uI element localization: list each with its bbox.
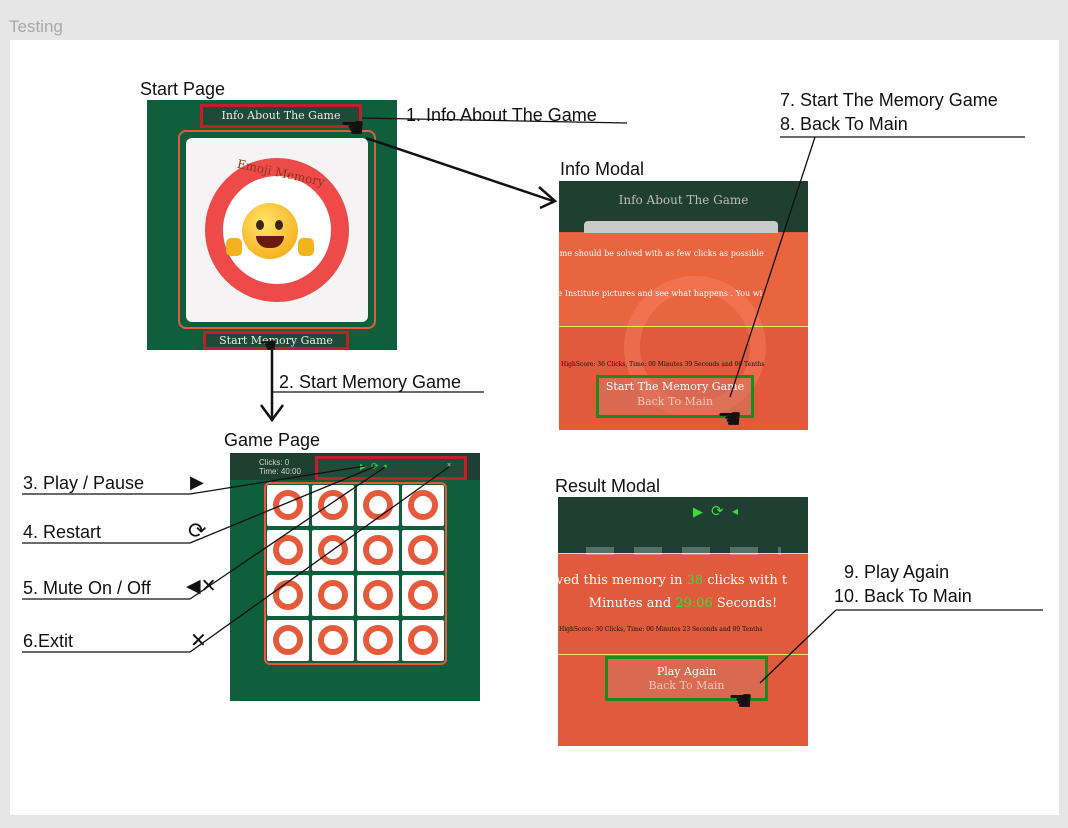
info-modal-title: Info About The Game: [618, 193, 749, 207]
annotation-exit: 6.Extit: [23, 631, 74, 651]
memory-card[interactable]: [267, 530, 309, 571]
memory-card[interactable]: [357, 530, 399, 571]
result-clicks-value: 38: [686, 573, 704, 588]
info-modal-screen: Info About The Game ame should be solved…: [559, 181, 808, 430]
annotation-info-about-game: 1. Info About The Game: [406, 105, 597, 125]
result-header: [558, 497, 808, 553]
start-memory-game-button[interactable]: Start The Memory Game: [605, 380, 745, 393]
result-divider-top: [558, 553, 808, 554]
thumbs-up-right-icon: [298, 238, 314, 256]
memory-card[interactable]: [402, 620, 444, 661]
annotation-mute: 5. Mute On / Off: [23, 578, 151, 598]
restart-icon[interactable]: ⟳: [371, 461, 379, 471]
annotation-start-memory-game: 2. Start Memory Game: [279, 372, 462, 392]
restart-icon: ⟳: [188, 518, 207, 543]
annotation-back-to-main-result: 10. Back To Main: [834, 586, 972, 606]
annotation-play-pause: 3. Play / Pause: [23, 473, 145, 493]
annotation-leader-1: [361, 117, 628, 124]
hand-cursor-icon: ☚: [340, 112, 366, 143]
logo-frame: Emoji Memory: [178, 130, 376, 329]
info-divider: [559, 326, 808, 327]
arrow-head-game: [259, 404, 285, 423]
result-modal-label: Result Modal: [555, 476, 661, 496]
close-icon: ✕: [190, 630, 207, 652]
logo-card: Emoji Memory: [186, 138, 368, 322]
result-line-1-pre: ved this memory in: [558, 573, 687, 588]
time-counter: Time: 40:00: [259, 467, 301, 476]
emoji-face-icon: [242, 203, 298, 259]
annotation-restart: 4. Restart: [23, 522, 102, 542]
annotation-play-again: 9. Play Again: [844, 562, 950, 582]
info-highscore: HighScore: 36 Clicks, Time: 00 Minutes 3…: [561, 361, 765, 368]
info-buttons-highlight: [596, 375, 754, 418]
board-frame: [264, 482, 447, 665]
game-page-label: Game Page: [224, 430, 321, 450]
result-line-2-post: Seconds!: [712, 596, 778, 611]
frame-title: Testing: [9, 17, 63, 36]
info-modal-label: Info Modal: [560, 159, 645, 179]
memory-card[interactable]: [357, 620, 399, 661]
restart-icon[interactable]: ⟳: [711, 503, 724, 520]
memory-card[interactable]: [402, 485, 444, 526]
memory-card[interactable]: [312, 575, 354, 616]
memory-card[interactable]: [267, 485, 309, 526]
mute-icon[interactable]: ◂: [732, 504, 739, 518]
memory-card[interactable]: [402, 575, 444, 616]
memory-card[interactable]: [312, 620, 354, 661]
mute-icon: ◀✕: [186, 576, 217, 597]
result-line-1-post: clicks with t: [703, 573, 788, 588]
info-button-label: Info About The Game: [221, 109, 341, 122]
hand-cursor-icon: ☚: [728, 685, 754, 716]
play-icon: ▶: [190, 472, 204, 492]
result-divider-bottom: [558, 654, 808, 655]
result-seconds-value: 29:06: [675, 596, 713, 611]
faded-tiles-top: [586, 547, 781, 555]
hand-cursor-icon: ☚: [717, 403, 743, 431]
result-line-2: Minutes and 29:06 Seconds!: [558, 596, 808, 611]
arrow-head-info: [538, 186, 558, 210]
result-buttons-highlight: [605, 656, 768, 701]
play-icon[interactable]: ▶: [693, 504, 703, 519]
start-page-label: Start Page: [140, 79, 226, 99]
result-modal-screen: ▶ ⟳ ◂ ved this memory in 38 clicks with …: [558, 497, 808, 746]
info-modal-tab: [584, 221, 778, 235]
info-line-1: ame should be solved with as few clicks …: [559, 249, 764, 258]
game-page-screen: Clicks: 0 Time: 40:00 ▶ ⟳ ◂ ×: [230, 453, 480, 701]
info-about-game-button[interactable]: Info About The Game: [200, 104, 362, 128]
annotation-back-to-main-info: 8. Back To Main: [780, 114, 908, 134]
start-page-screen: Info About The Game Emoji Memory Start M…: [147, 100, 397, 356]
game-board: [266, 484, 446, 664]
result-line-2-pre: Minutes and: [588, 596, 676, 611]
memory-card[interactable]: [312, 485, 354, 526]
arrow-to-info-modal: [365, 136, 554, 203]
clicks-counter: Clicks: 0: [259, 458, 290, 467]
thumbs-up-left-icon: [226, 238, 242, 256]
annotation-start-the-memory-game: 7. Start The Memory Game: [780, 90, 998, 110]
memory-card[interactable]: [402, 530, 444, 571]
memory-card[interactable]: [267, 620, 309, 661]
memory-card[interactable]: [357, 575, 399, 616]
result-line-1: ved this memory in 38 clicks with t: [558, 573, 808, 588]
mute-icon[interactable]: ◂: [383, 463, 387, 470]
start-memory-game-button[interactable]: Start Memory Game: [203, 331, 349, 350]
result-highscore: HighScore: 30 Clicks, Time: 00 Minutes 2…: [559, 626, 763, 633]
back-to-main-button[interactable]: Back To Main: [648, 679, 725, 692]
start-button-label: Start Memory Game: [219, 334, 333, 347]
back-to-main-button[interactable]: Back To Main: [637, 395, 713, 408]
info-line-2: le Institute pictures and see what happe…: [559, 289, 763, 298]
play-again-button[interactable]: Play Again: [656, 665, 717, 678]
game-controls-highlight: [315, 456, 467, 480]
close-icon[interactable]: ×: [447, 462, 452, 469]
